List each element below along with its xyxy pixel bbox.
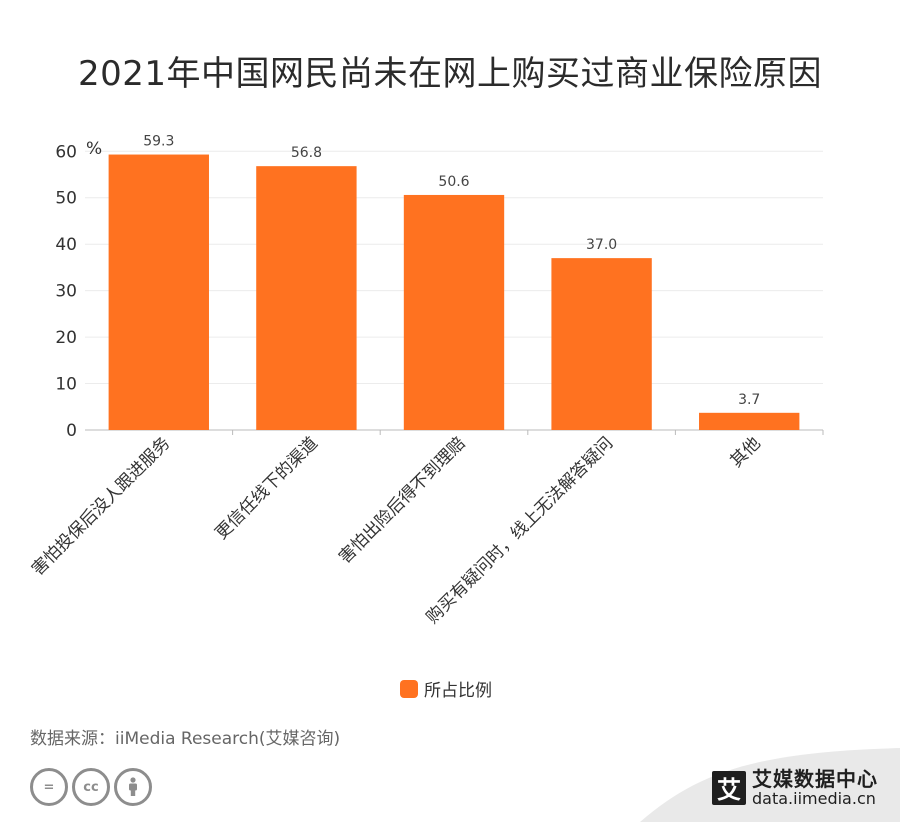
equals-icon: = — [30, 768, 68, 806]
y-tick-label: 40 — [55, 235, 77, 255]
legend-label: 所占比例 — [424, 681, 492, 701]
y-tick-label: 30 — [55, 282, 77, 302]
bar — [403, 194, 505, 430]
y-unit-label: % — [86, 139, 102, 159]
data-label: 3.7 — [738, 392, 760, 408]
data-label: 59.3 — [143, 134, 174, 150]
data-label: 56.8 — [291, 145, 322, 161]
license-icons: = cc — [30, 768, 152, 806]
bar — [551, 258, 652, 430]
y-tick-label: 60 — [55, 142, 77, 162]
brand-url: data.iimedia.cn — [752, 789, 876, 808]
cc-icon: cc — [72, 768, 110, 806]
brand: 艾 艾媒数据中心 data.iimedia.cn — [712, 768, 878, 808]
data-label: 37.0 — [586, 237, 617, 253]
person-icon — [114, 768, 152, 806]
brand-name: 艾媒数据中心 — [752, 767, 878, 791]
bar — [699, 412, 800, 430]
y-tick-label: 10 — [55, 375, 77, 395]
y-tick-label: 20 — [55, 328, 77, 348]
data-label: 50.6 — [438, 174, 469, 190]
brand-logo: 艾 — [712, 770, 746, 805]
bar — [256, 166, 357, 430]
legend-swatch — [400, 679, 418, 698]
y-tick-label: 50 — [55, 189, 77, 209]
data-source: 数据来源：iiMedia Research(艾媒咨询) — [30, 729, 341, 749]
legend[interactable]: 所占比例 — [400, 676, 492, 701]
bar — [108, 154, 209, 430]
y-tick-label: 0 — [66, 421, 77, 441]
chart-title: 2021年中国网民尚未在网上购买过商业保险原因 — [77, 54, 823, 94]
